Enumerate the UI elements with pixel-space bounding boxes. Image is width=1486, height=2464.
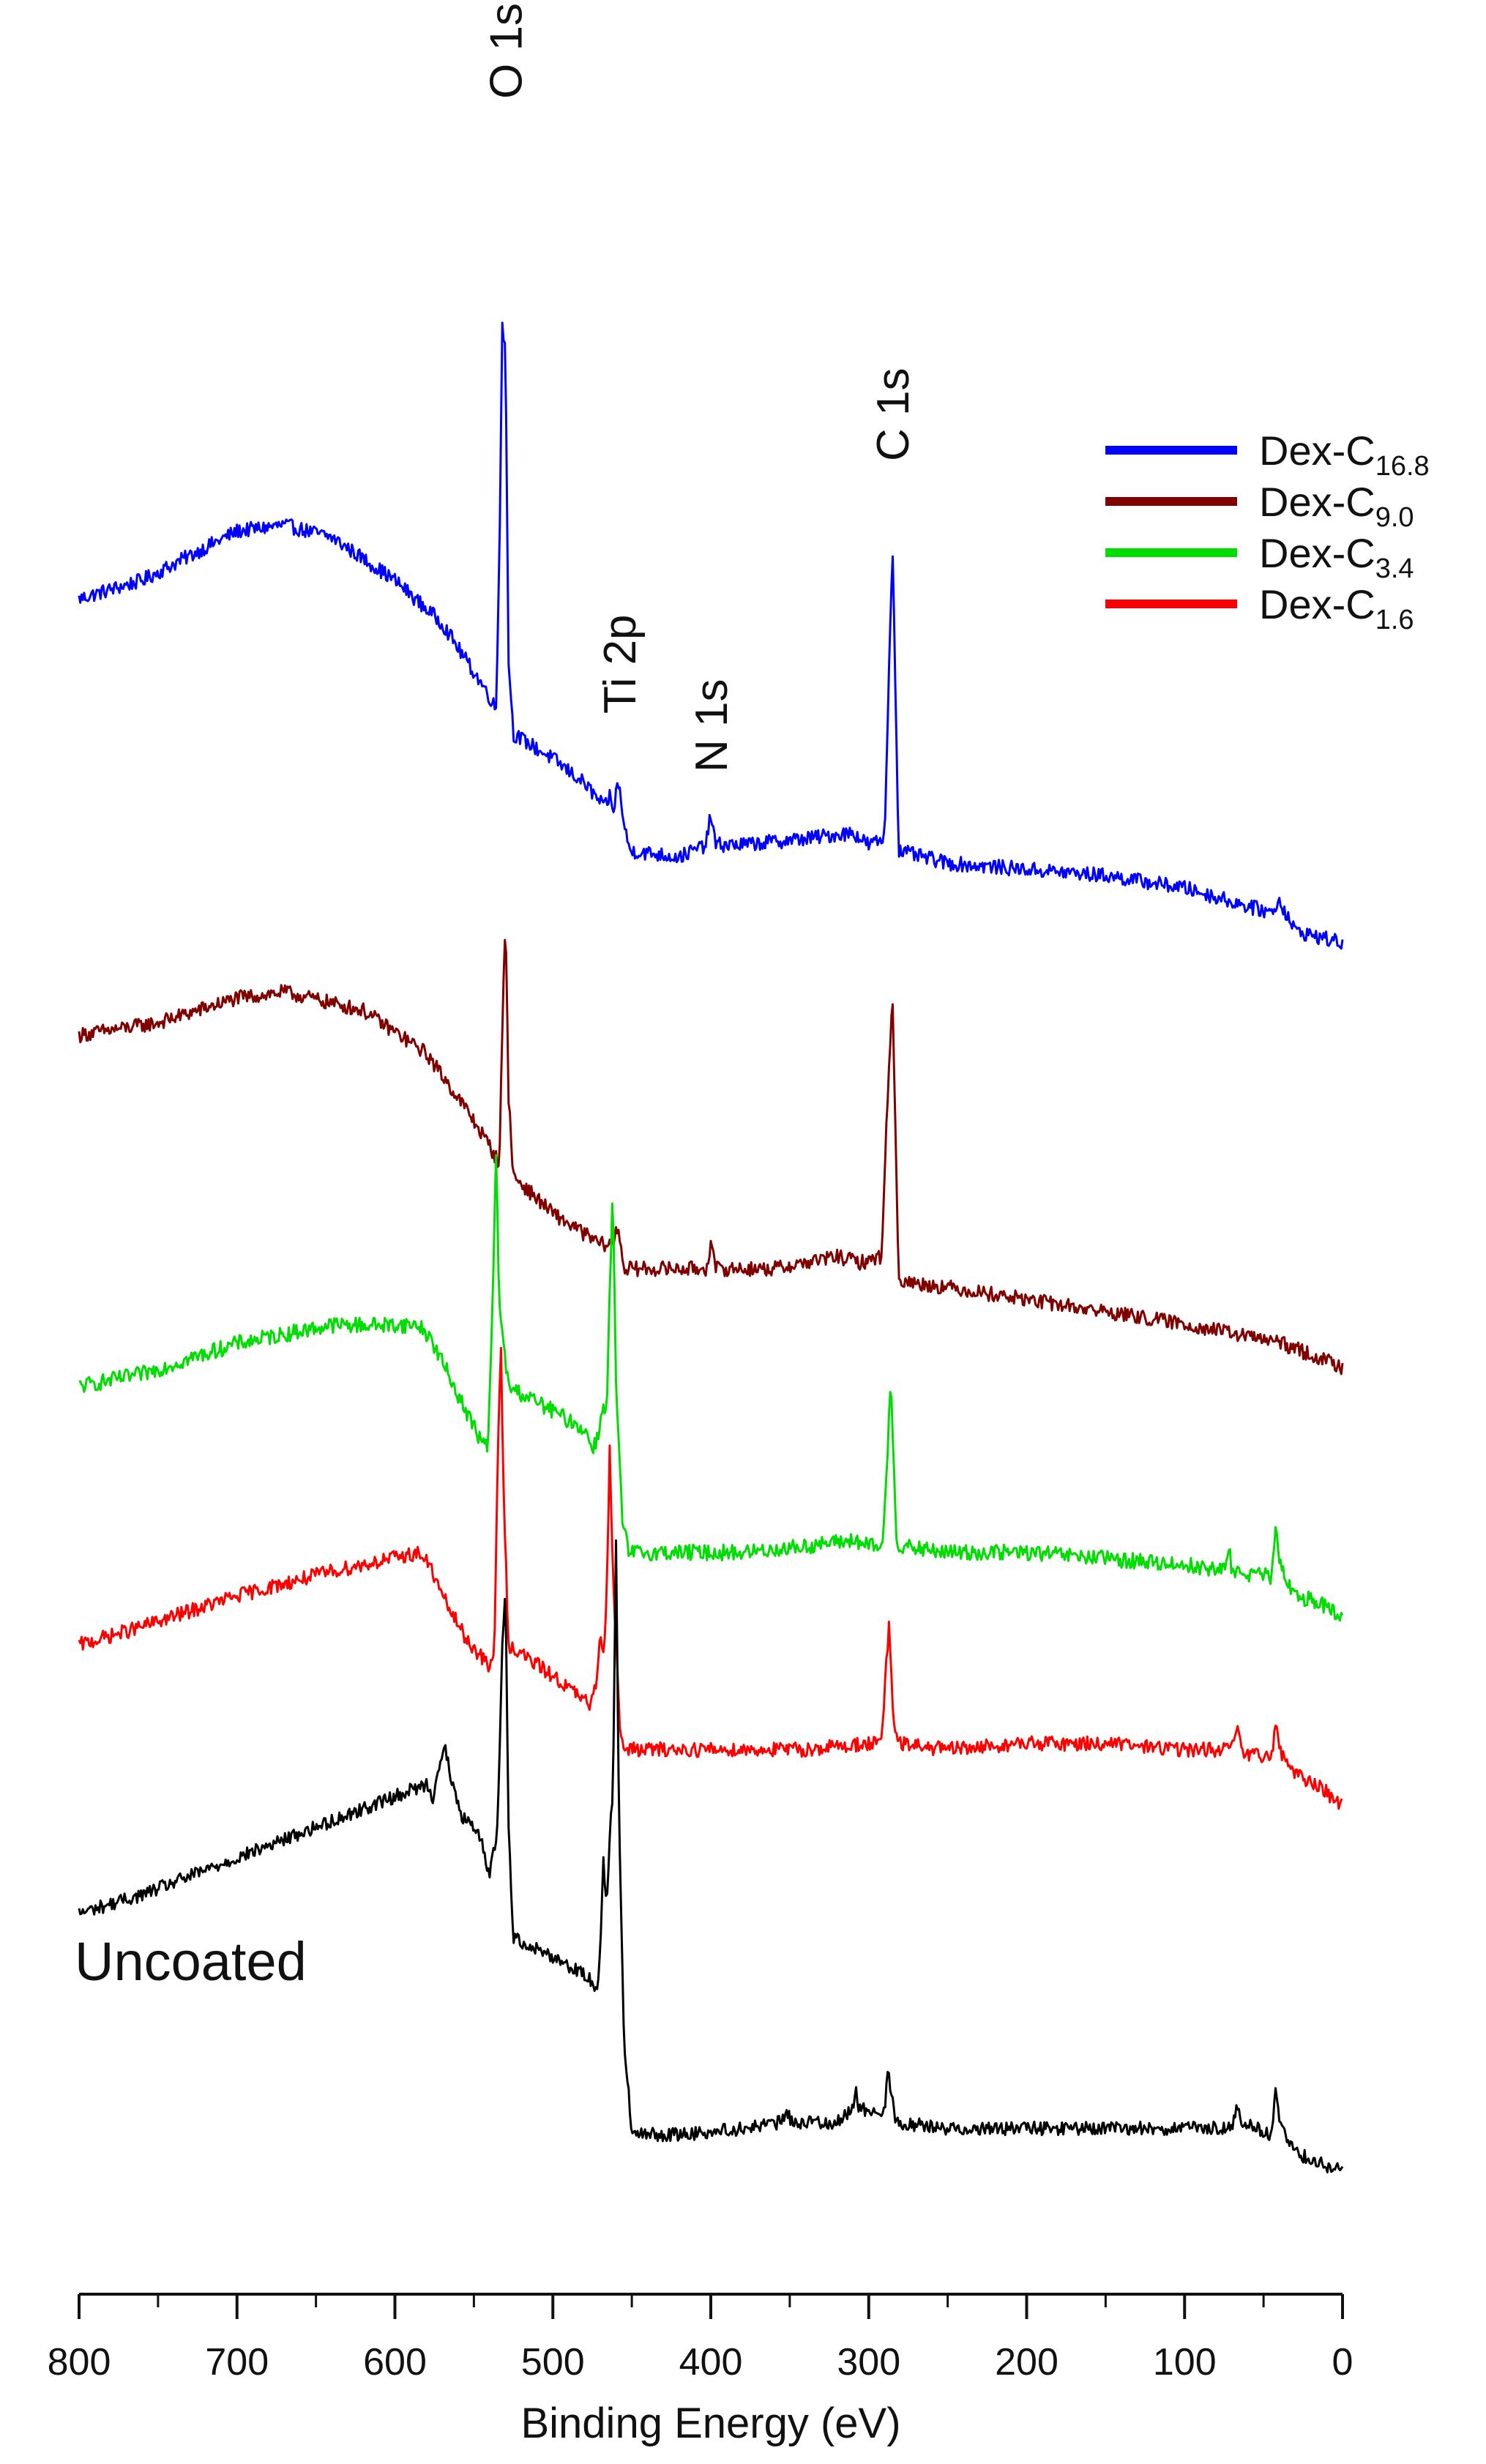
series-dex-c3-4-line	[78, 1154, 1344, 1622]
x-tick-label: 800	[48, 2341, 111, 2383]
peak-label-c-1s: C 1s	[868, 368, 919, 461]
peak-label-ti-2p: Ti 2p	[595, 614, 646, 714]
series-uncoated-line	[78, 1539, 1344, 2173]
annotations: Uncoated	[75, 1931, 307, 1992]
x-tick-label: 400	[679, 2341, 743, 2383]
peak-label-n-1s: N 1s	[687, 679, 737, 772]
legend-label: Dex-C3.4	[1259, 530, 1414, 584]
x-tick-label: 200	[995, 2341, 1059, 2383]
peak-label-o-1s: O 1s	[482, 3, 532, 99]
x-tick-label: 600	[363, 2341, 427, 2383]
x-axis-title: Binding Energy (eV)	[520, 2400, 900, 2447]
x-tick-label: 300	[837, 2341, 900, 2383]
peak-labels: O 1s Ti 2p N 1s C 1s	[482, 3, 919, 772]
series-dex-c1-6-line	[78, 1346, 1343, 1810]
legend-label: Dex-C9.0	[1259, 479, 1414, 533]
x-tick-label: 0	[1332, 2341, 1354, 2383]
spectra-traces	[78, 321, 1344, 2173]
annotation-uncoated: Uncoated	[75, 1931, 307, 1992]
legend-label: Dex-C1.6	[1259, 581, 1414, 635]
x-tick-label: 500	[521, 2341, 585, 2383]
series-dex-c16-8-line	[78, 321, 1344, 950]
series-dex-c9-0-line	[78, 938, 1344, 1375]
x-tick-label: 100	[1153, 2341, 1217, 2383]
x-tick-label: 700	[205, 2341, 269, 2383]
x-axis-ticks: 800 700 600 500 400 300 200 100 0	[48, 2294, 1354, 2383]
legend-label: Dex-C16.8	[1259, 428, 1430, 482]
